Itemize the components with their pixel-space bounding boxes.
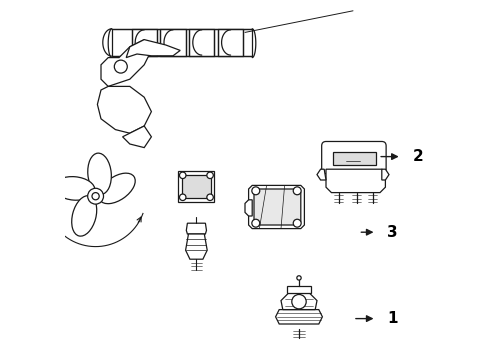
Circle shape — [297, 276, 301, 280]
Circle shape — [114, 60, 127, 73]
Polygon shape — [189, 29, 215, 56]
Circle shape — [292, 294, 306, 309]
Polygon shape — [122, 126, 151, 148]
Polygon shape — [245, 200, 252, 216]
Circle shape — [293, 187, 301, 195]
Circle shape — [92, 193, 99, 200]
Ellipse shape — [72, 196, 97, 236]
Polygon shape — [326, 169, 386, 193]
Polygon shape — [281, 293, 317, 310]
Polygon shape — [178, 171, 215, 202]
Polygon shape — [333, 152, 376, 165]
Text: 1: 1 — [387, 311, 398, 326]
Polygon shape — [248, 185, 304, 229]
Polygon shape — [186, 234, 207, 259]
Circle shape — [207, 172, 213, 179]
Polygon shape — [186, 223, 206, 234]
Text: 2: 2 — [413, 149, 423, 164]
Ellipse shape — [88, 153, 111, 194]
Polygon shape — [112, 29, 252, 56]
Polygon shape — [275, 310, 322, 324]
Polygon shape — [254, 189, 301, 225]
Text: 3: 3 — [387, 225, 398, 240]
Polygon shape — [132, 29, 157, 56]
Polygon shape — [288, 286, 311, 293]
Polygon shape — [101, 40, 151, 86]
Circle shape — [293, 219, 301, 227]
Ellipse shape — [53, 177, 95, 200]
Polygon shape — [317, 169, 326, 180]
Polygon shape — [182, 175, 211, 198]
Polygon shape — [98, 86, 151, 133]
Circle shape — [179, 172, 186, 179]
Circle shape — [252, 187, 260, 195]
Circle shape — [252, 219, 260, 227]
Circle shape — [207, 194, 213, 201]
Polygon shape — [382, 169, 389, 180]
Polygon shape — [126, 40, 180, 58]
Circle shape — [88, 188, 103, 204]
Ellipse shape — [99, 173, 135, 204]
Polygon shape — [218, 29, 243, 56]
FancyBboxPatch shape — [321, 141, 386, 174]
Polygon shape — [160, 29, 186, 56]
Circle shape — [179, 194, 186, 201]
